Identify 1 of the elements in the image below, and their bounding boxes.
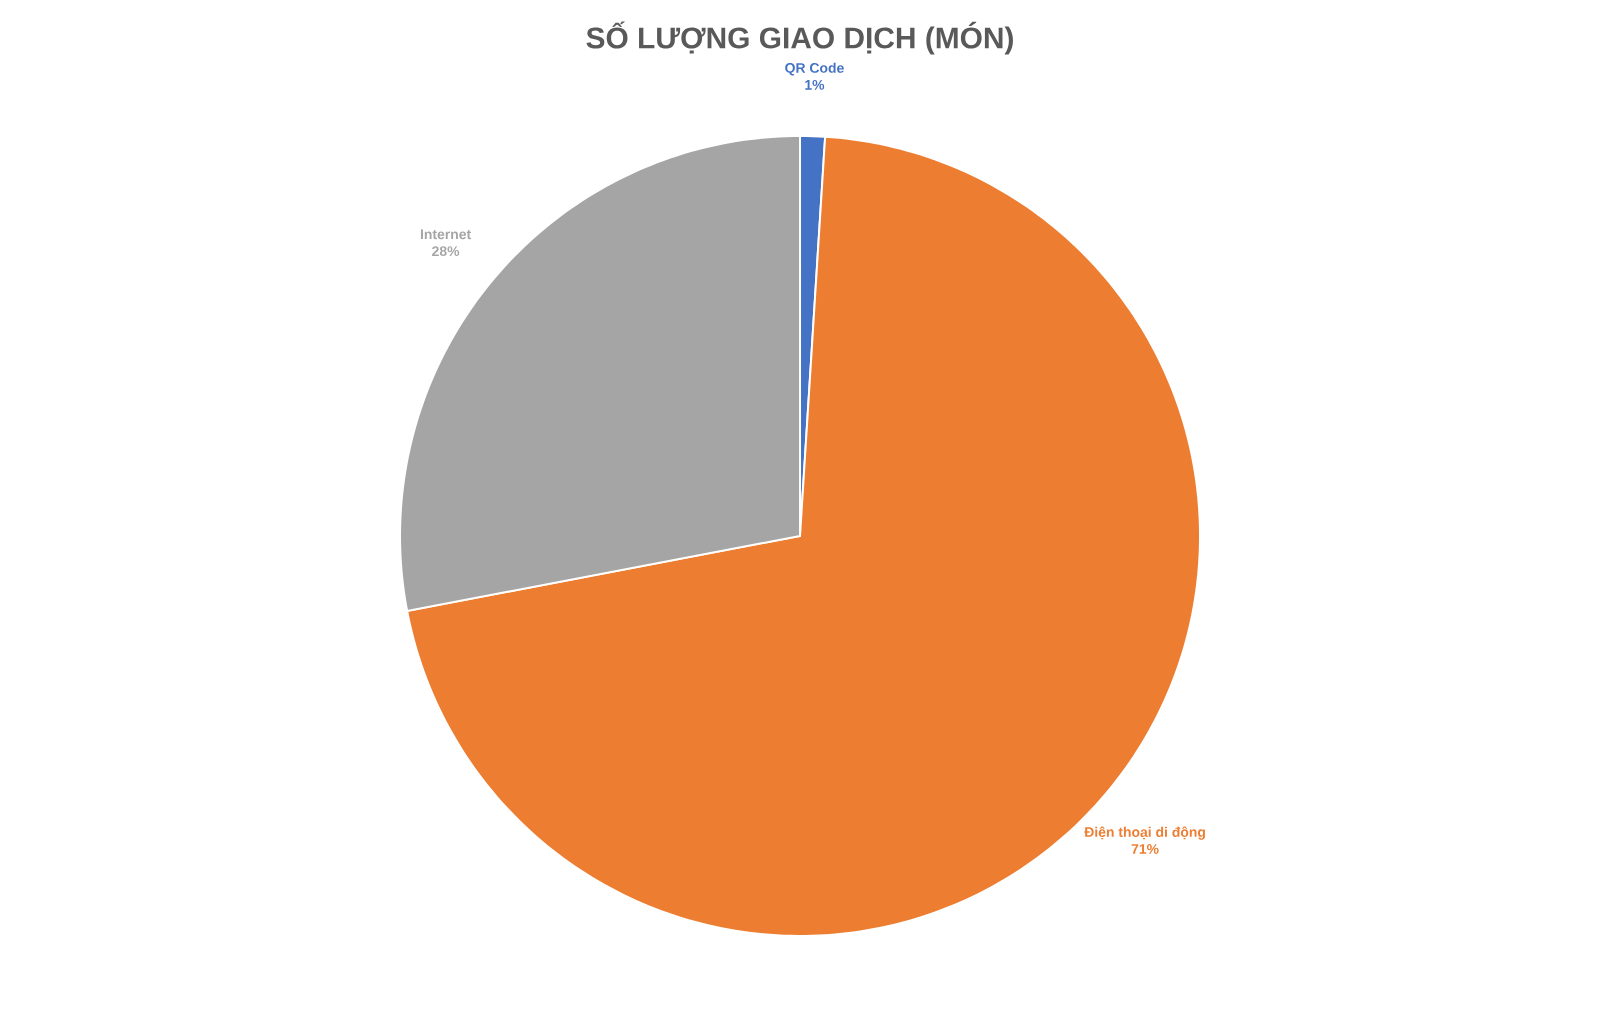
chart-title: SỐ LƯỢNG GIAO DỊCH (MÓN) [586,21,1013,55]
